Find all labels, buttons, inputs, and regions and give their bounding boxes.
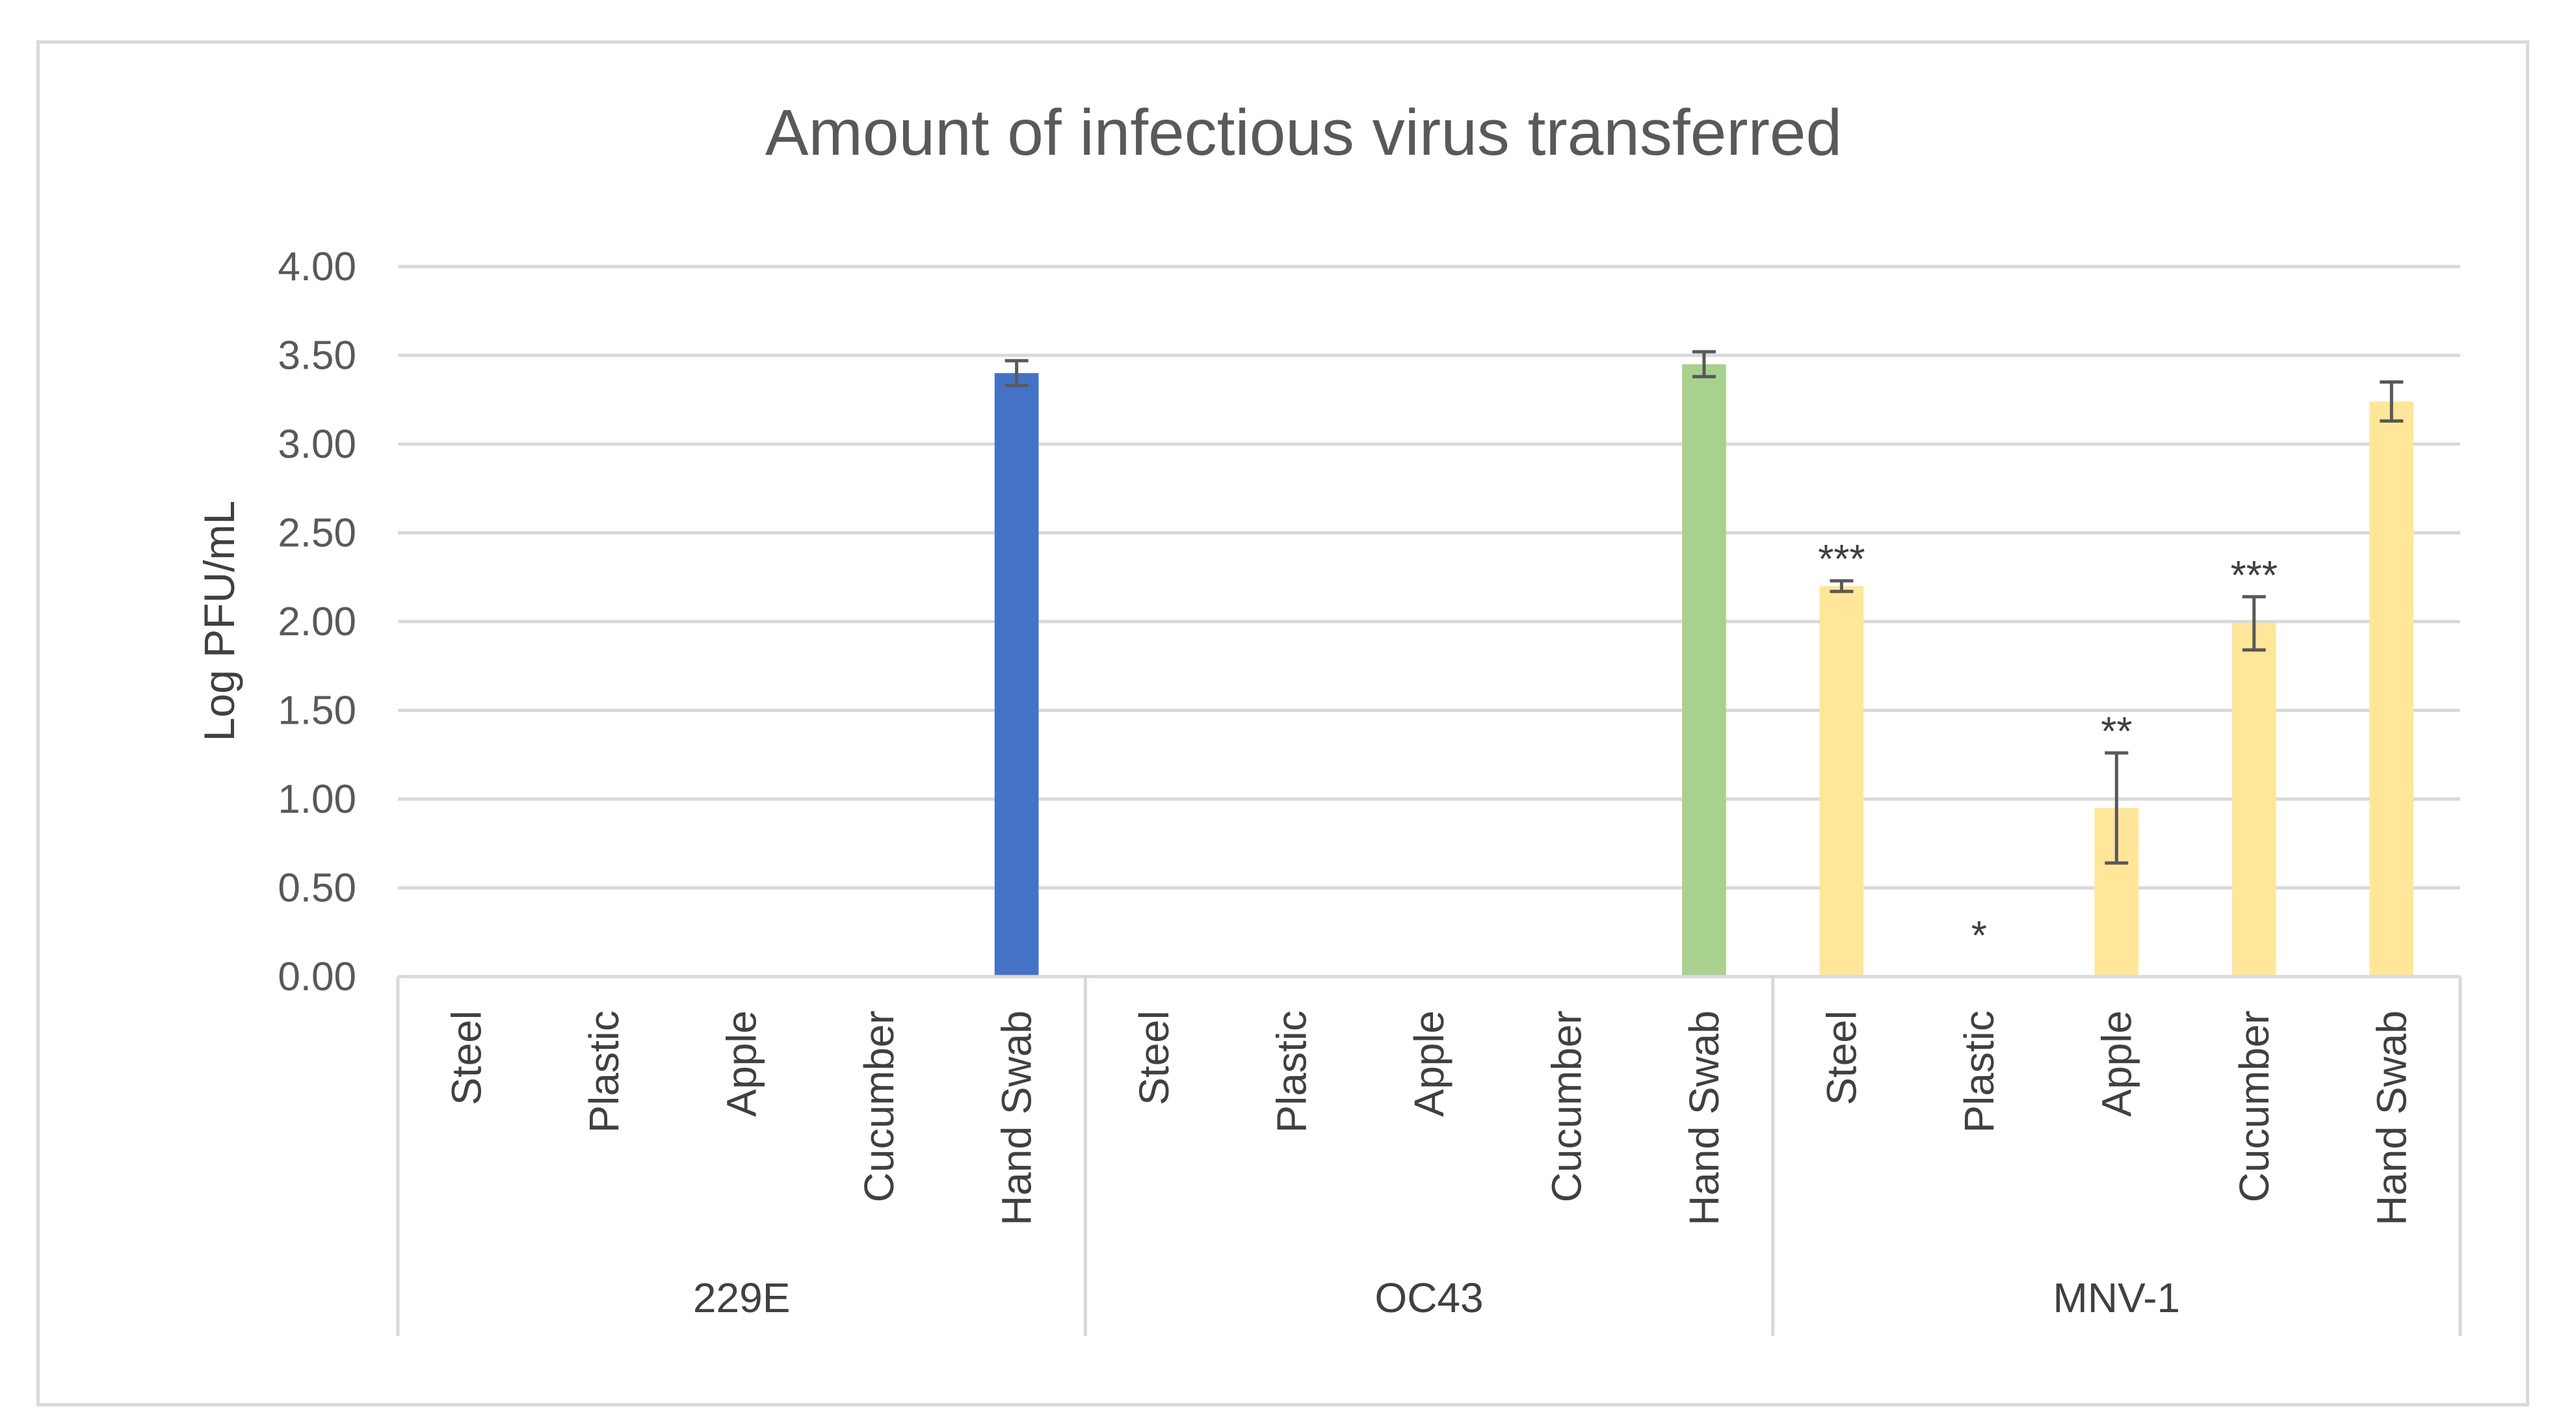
x-category-label: Hand Swab: [993, 1010, 1040, 1226]
x-category-label: Cucumber: [2231, 1010, 2278, 1202]
y-tick-label: 4.00: [278, 244, 356, 289]
x-category-label: Hand Swab: [2368, 1010, 2415, 1226]
y-tick-label: 3.50: [278, 334, 356, 378]
chart-title: Amount of infectious virus transferred: [765, 96, 1842, 169]
x-group-label: OC43: [1374, 1274, 1483, 1321]
bar: [1819, 586, 1864, 977]
x-category-label: Hand Swab: [1681, 1010, 1728, 1226]
significance-marker: **: [2101, 709, 2132, 754]
significance-marker: ***: [2231, 553, 2278, 598]
x-category-label: Apple: [718, 1010, 765, 1117]
x-category-label: Plastic: [1268, 1010, 1315, 1133]
bar: [2369, 401, 2414, 977]
bar: [1682, 364, 1726, 977]
significance-marker: ***: [1818, 537, 1865, 582]
x-category-label: Steel: [1131, 1010, 1177, 1105]
x-category-label: Apple: [2093, 1010, 2140, 1117]
y-tick-label: 1.00: [278, 777, 356, 822]
x-category-label: Plastic: [1956, 1010, 2003, 1133]
x-category-label: Plastic: [581, 1010, 627, 1133]
x-category-label: Steel: [1818, 1010, 1865, 1105]
x-category-label: Steel: [443, 1010, 490, 1105]
y-tick-label: 2.50: [278, 511, 356, 556]
y-tick-label: 0.00: [278, 955, 356, 999]
x-group-label: 229E: [693, 1274, 790, 1321]
significance-marker: *: [1971, 914, 1987, 958]
bar: [2231, 623, 2276, 977]
y-tick-label: 1.50: [278, 689, 356, 733]
y-axis-label: Log PFU/mL: [195, 501, 243, 741]
bar: [994, 373, 1039, 977]
x-category-label: Apple: [1406, 1010, 1452, 1117]
x-category-label: Cucumber: [856, 1010, 902, 1202]
x-category-label: Cucumber: [1543, 1010, 1590, 1202]
y-tick-label: 0.50: [278, 866, 356, 911]
y-tick-label: 2.00: [278, 599, 356, 644]
y-tick-label: 3.00: [278, 422, 356, 467]
x-group-label: MNV-1: [2053, 1274, 2181, 1321]
